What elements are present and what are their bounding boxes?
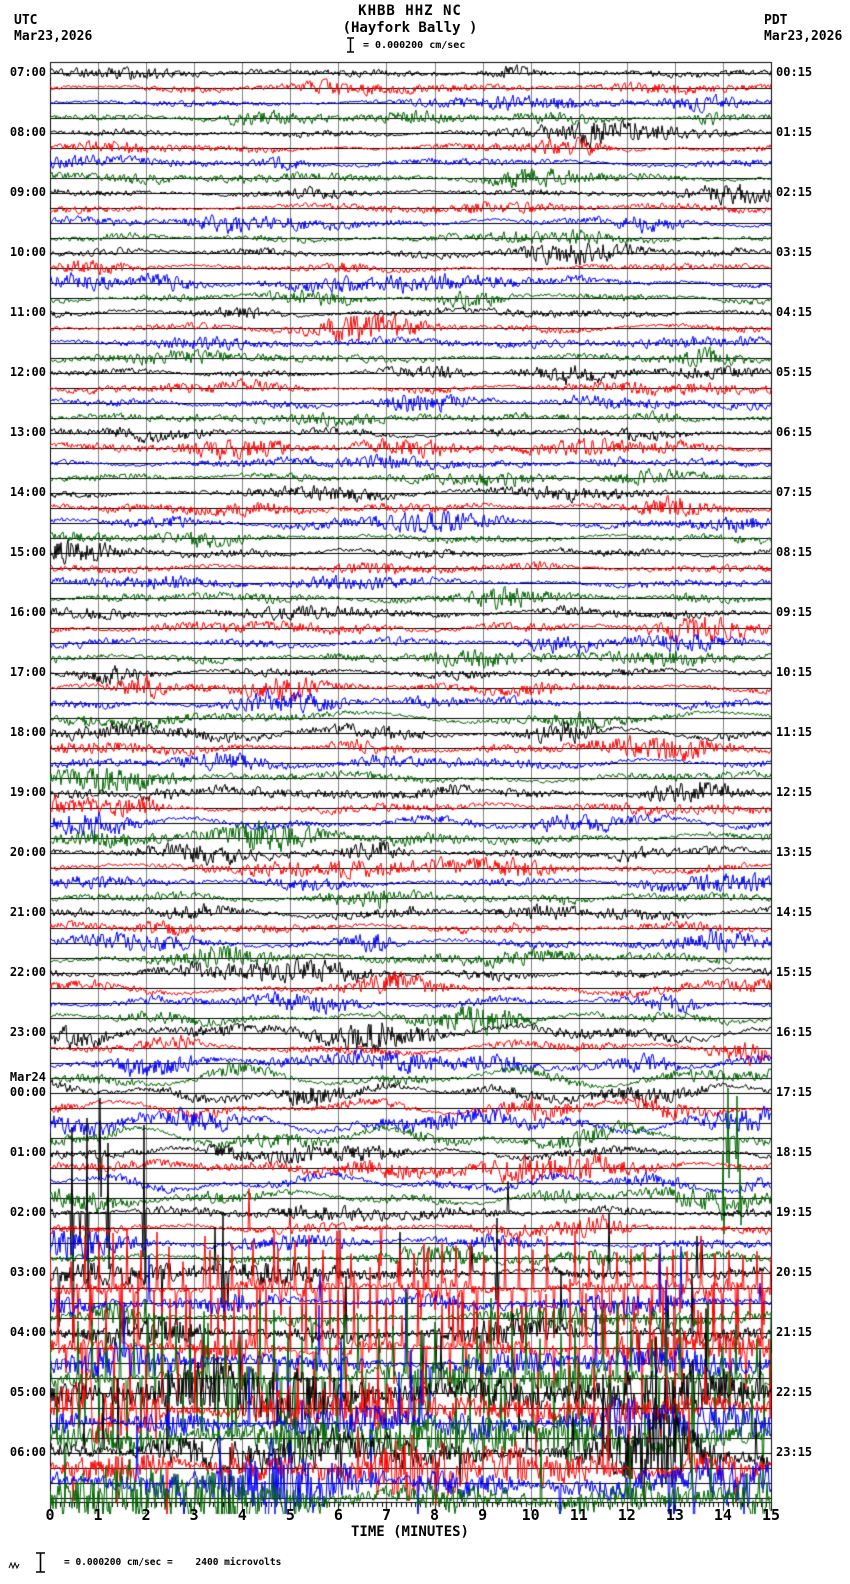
pdt-hour-label: 09:15 xyxy=(776,605,813,619)
pdt-hour-label: 07:15 xyxy=(776,485,813,499)
utc-hour-label: 10:00 xyxy=(9,245,46,259)
pdt-hour-label: 04:15 xyxy=(776,305,813,319)
left-date-label: Mar23,2026 xyxy=(14,29,93,44)
utc-hour-label: 20:00 xyxy=(9,845,46,859)
utc-hour-label: 07:00 xyxy=(9,65,46,79)
utc-hour-label: 17:00 xyxy=(9,665,46,679)
x-axis-tick-label: 0 xyxy=(45,1506,55,1524)
x-axis-tick-label: 5 xyxy=(285,1506,295,1524)
scale-bar-icon xyxy=(347,37,354,53)
x-axis-tick-label: 8 xyxy=(430,1506,440,1524)
utc-hour-label: 13:00 xyxy=(9,425,46,439)
pdt-hour-label: 05:15 xyxy=(776,365,813,379)
utc-hour-label: 18:00 xyxy=(9,725,46,739)
station-title: KHBB HHZ NC xyxy=(358,3,462,19)
x-axis-tick-label: 9 xyxy=(478,1506,488,1524)
amplitude-scale-legend: = 0.000200 cm/sec xyxy=(346,37,465,53)
x-axis-tick-label: 12 xyxy=(617,1506,636,1524)
pdt-hour-label: 14:15 xyxy=(776,905,813,919)
utc-hour-label: 21:00 xyxy=(9,905,46,919)
utc-hour-label: 00:00 xyxy=(9,1085,46,1099)
utc-hour-label: 12:00 xyxy=(9,365,46,379)
pdt-hour-label: 15:15 xyxy=(776,965,813,979)
pdt-hour-label: 19:15 xyxy=(776,1205,813,1219)
pdt-hour-label: 12:15 xyxy=(776,785,813,799)
footer-scale-note: = 0.000200 cm/sec = 2400 microvolts xyxy=(6,1549,281,1575)
x-axis-tick-label: 15 xyxy=(761,1506,781,1524)
left-timezone-label: UTC xyxy=(14,13,38,28)
pdt-hour-label: 11:15 xyxy=(776,725,813,739)
pdt-hour-label: 01:15 xyxy=(776,125,813,139)
x-axis-tick-label: 6 xyxy=(333,1506,343,1524)
x-axis-tick-label: 3 xyxy=(189,1506,199,1524)
date-change-label: Mar24 xyxy=(9,1070,46,1084)
utc-hour-label: 23:00 xyxy=(9,1025,46,1039)
pdt-hour-label: 16:15 xyxy=(776,1025,813,1039)
utc-hour-label: 16:00 xyxy=(9,605,46,619)
footer-scale-bar-icon xyxy=(36,1551,45,1573)
x-axis-tick-label: 10 xyxy=(521,1506,540,1524)
pdt-hour-label: 18:15 xyxy=(776,1145,813,1159)
x-axis-tick-label: 13 xyxy=(665,1506,684,1524)
pdt-hour-label: 21:15 xyxy=(776,1325,813,1339)
utc-hour-label: 19:00 xyxy=(9,785,46,799)
utc-hour-label: 03:00 xyxy=(9,1265,46,1279)
footer-note-text: = 0.000200 cm/sec = 2400 microvolts xyxy=(64,1556,282,1568)
utc-hour-label: 11:00 xyxy=(9,305,46,319)
x-axis-title: TIME (MINUTES) xyxy=(350,1524,469,1540)
x-axis-tick-label: 7 xyxy=(381,1506,391,1524)
footer-wave-icon xyxy=(8,1561,20,1569)
x-axis-tick-label: 11 xyxy=(569,1506,588,1524)
pdt-hour-label: 17:15 xyxy=(776,1085,813,1099)
utc-hour-label: 14:00 xyxy=(9,485,46,499)
right-date-label: Mar23,2026 xyxy=(764,29,843,44)
utc-hour-label: 02:00 xyxy=(9,1205,46,1219)
pdt-hour-label: 10:15 xyxy=(776,665,813,679)
pdt-hour-label: 06:15 xyxy=(776,425,813,439)
pdt-hour-label: 22:15 xyxy=(776,1385,813,1399)
pdt-hour-label: 02:15 xyxy=(776,185,813,199)
utc-hour-label: 09:00 xyxy=(9,185,46,199)
scale-text: = 0.000200 cm/sec xyxy=(363,39,466,51)
pdt-hour-label: 03:15 xyxy=(776,245,813,259)
x-axis-tick-label: 1 xyxy=(93,1506,103,1524)
station-location: (Hayfork Bally ) xyxy=(342,20,478,36)
utc-hour-label: 01:00 xyxy=(9,1145,46,1159)
pdt-hour-label: 23:15 xyxy=(776,1445,813,1459)
pdt-hour-label: 20:15 xyxy=(776,1265,813,1279)
utc-hour-label: 22:00 xyxy=(9,965,46,979)
x-axis-tick-label: 4 xyxy=(237,1506,247,1524)
pdt-hour-label: 08:15 xyxy=(776,545,813,559)
x-axis-tick-label: 2 xyxy=(141,1506,151,1524)
utc-hour-label: 08:00 xyxy=(9,125,46,139)
utc-hour-label: 06:00 xyxy=(9,1445,46,1459)
right-timezone-label: PDT xyxy=(764,13,788,28)
x-axis-tick-label: 14 xyxy=(713,1506,732,1524)
utc-hour-label: 15:00 xyxy=(9,545,46,559)
utc-hour-label: 04:00 xyxy=(9,1325,46,1339)
utc-hour-label: 05:00 xyxy=(9,1385,46,1399)
pdt-hour-label: 13:15 xyxy=(776,845,813,859)
pdt-hour-label: 00:15 xyxy=(776,65,813,79)
